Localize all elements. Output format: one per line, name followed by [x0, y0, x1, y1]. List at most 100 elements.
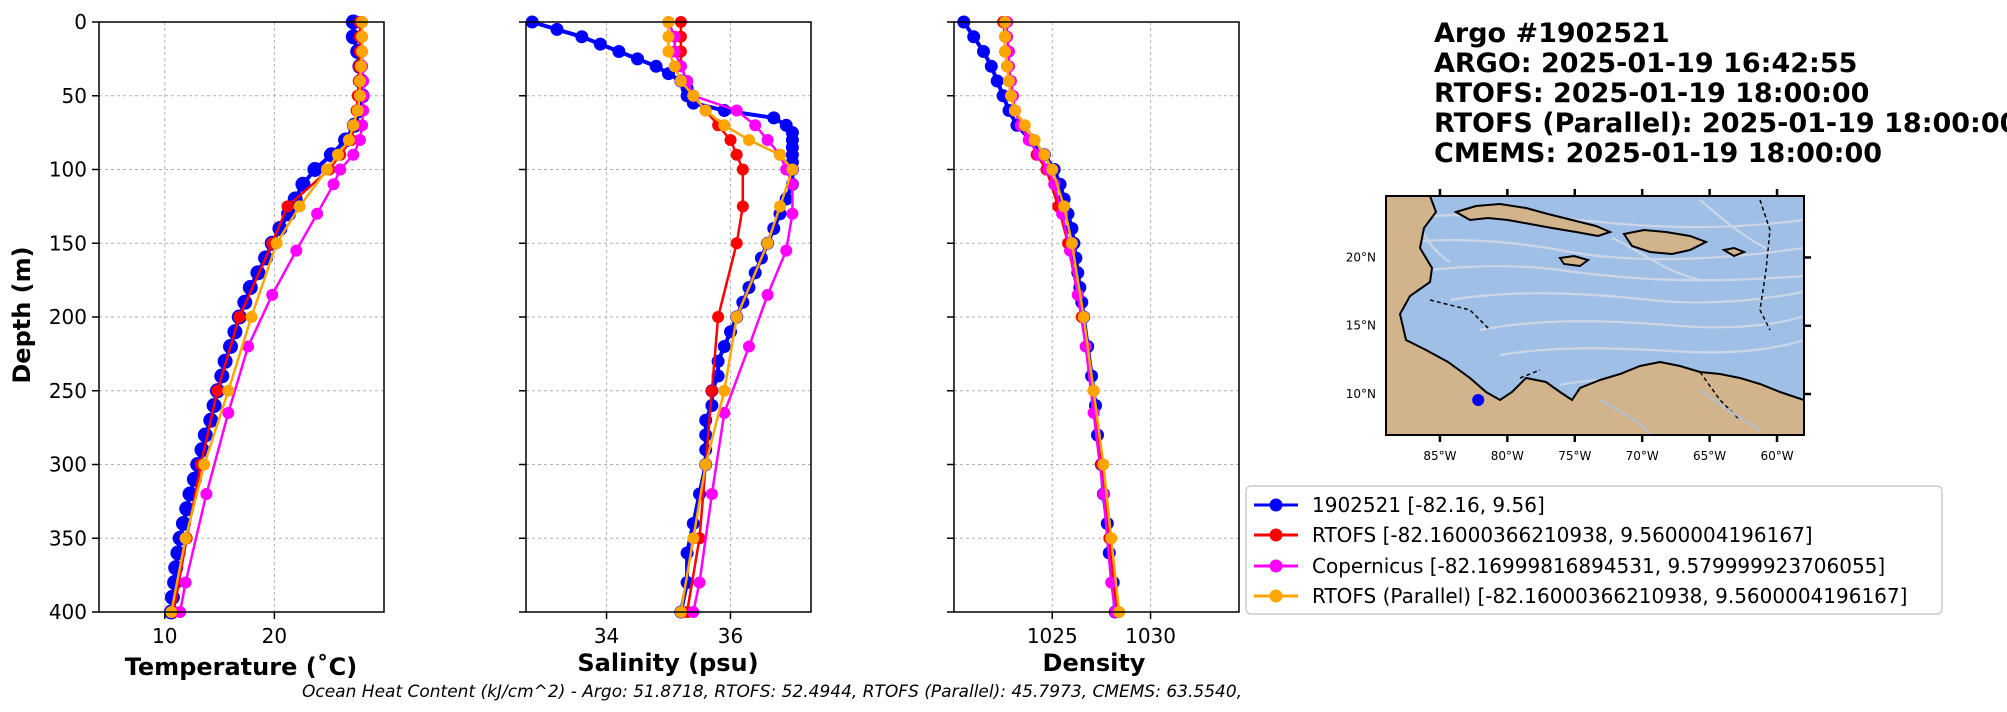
- density-point-rtofs_parallel: [1028, 134, 1041, 146]
- salinity-point-rtofs_parallel: [699, 104, 712, 117]
- salinity-point-rtofs_parallel: [718, 119, 731, 132]
- temperature-point-rtofs_parallel: [355, 60, 367, 73]
- depth-tick-label: 100: [49, 158, 87, 182]
- density-point-rtofs_parallel: [1065, 237, 1078, 250]
- salinity-point-rtofs_parallel: [687, 89, 700, 102]
- map-lon-tick-label: 70°W: [1626, 449, 1659, 463]
- salinity-point-copernicus: [693, 576, 706, 589]
- temperature-point-copernicus: [179, 576, 192, 589]
- temperature-axis-label: Temperature (˚C): [125, 653, 358, 681]
- density-point-rtofs_parallel: [999, 30, 1012, 43]
- map-lat-tick-label: 10°N: [1346, 387, 1376, 401]
- temperature-point-rtofs_parallel: [198, 458, 211, 471]
- temperature-point-rtofs_parallel: [245, 311, 258, 323]
- salinity-point-argo: [699, 428, 713, 442]
- title-line-rtofs-time: RTOFS: 2025-01-19 18:00:00: [1434, 78, 1869, 109]
- ocean-heat-content-footer: Ocean Heat Content (kJ/cm^2) - Argo: 51.…: [302, 682, 1242, 702]
- temperature-x-tick-label: 10: [152, 624, 177, 648]
- salinity-point-rtofs_parallel: [774, 200, 786, 213]
- temperature-point-copernicus: [334, 163, 347, 176]
- temperature-point-rtofs_parallel: [321, 163, 333, 176]
- depth-tick-label: 400: [49, 600, 87, 624]
- salinity-point-copernicus: [786, 207, 799, 220]
- density-point-rtofs_parallel: [1097, 458, 1110, 471]
- title-line-argo-time: ARGO: 2025-01-19 16:42:55: [1434, 48, 1857, 79]
- map-lon-tick-label: 85°W: [1423, 449, 1456, 463]
- salinity-x-tick-label: 36: [718, 624, 743, 648]
- density-point-rtofs_parallel: [1008, 104, 1021, 117]
- argo-float-location-marker: [1472, 394, 1485, 406]
- density-point-argo: [967, 30, 981, 44]
- salinity-point-rtofs: [730, 237, 743, 250]
- map-rivers: [1599, 389, 1761, 435]
- density-point-copernicus: [1079, 340, 1092, 353]
- depth-tick-label: 150: [49, 231, 87, 255]
- depth-tick-label: 300: [49, 453, 87, 477]
- temperature-point-rtofs: [233, 311, 246, 323]
- temperature-point-copernicus: [266, 288, 279, 301]
- legend-marker-rtofs-parallel: [1269, 589, 1283, 603]
- temperature-point-copernicus: [347, 148, 360, 161]
- density-point-rtofs_parallel: [1077, 311, 1090, 323]
- salinity-point-argo: [686, 517, 700, 530]
- temperature-point-copernicus: [327, 178, 340, 191]
- temperature-point-rtofs_parallel: [353, 89, 366, 102]
- salinity-point-copernicus: [780, 244, 793, 257]
- salinity-point-rtofs_parallel: [774, 148, 786, 161]
- temperature-point-rtofs_parallel: [222, 384, 235, 397]
- salinity-point-rtofs_parallel: [699, 458, 712, 471]
- temperature-point-copernicus: [353, 134, 366, 146]
- temperature-point-rtofs_parallel: [332, 148, 344, 161]
- map-lon-tick-label: 60°W: [1760, 449, 1793, 463]
- legend-label-rtofs-parallel: RTOFS (Parallel) [-82.16000366210938, 9.…: [1312, 584, 1907, 608]
- depth-tick-label: 50: [62, 84, 87, 108]
- temperature-point-copernicus: [356, 119, 369, 132]
- location-map: 85°W 80°W 75°W 70°W 65°W 60°W 20°N 15°N 10°N: [1346, 189, 1811, 463]
- legend-label-copernicus: Copernicus [-82.16999816894531, 9.579999…: [1312, 554, 1885, 578]
- map-lon-tick-label: 80°W: [1491, 449, 1524, 463]
- temperature-point-rtofs_parallel: [293, 200, 306, 213]
- density-point-rtofs_parallel: [1087, 384, 1100, 397]
- density-point-rtofs_parallel: [1018, 119, 1031, 132]
- map-lon-tick-label: 65°W: [1693, 449, 1726, 463]
- map-lat-tick-label: 15°N: [1346, 319, 1376, 333]
- salinity-point-argo: [575, 30, 589, 44]
- salinity-point-copernicus: [761, 288, 774, 301]
- salinity-point-rtofs: [736, 163, 749, 176]
- legend-label-argo: 1902521 [-82.16, 9.56]: [1312, 493, 1545, 517]
- density-point-rtofs_parallel: [999, 45, 1012, 58]
- legend-label-rtofs: RTOFS [-82.16000366210938, 9.56000041961…: [1312, 523, 1813, 547]
- map-borders: [1429, 199, 1771, 421]
- salinity-point-argo: [593, 37, 607, 51]
- salinity-point-rtofs_parallel: [743, 134, 755, 146]
- legend: 1902521 [-82.16, 9.56] RTOFS [-82.160003…: [1245, 485, 1943, 615]
- salinity-point-copernicus: [749, 119, 762, 132]
- temperature-point-copernicus: [222, 406, 235, 419]
- depth-tick-label: 350: [49, 526, 87, 550]
- salinity-point-copernicus: [705, 488, 718, 500]
- temperature-point-copernicus: [290, 244, 303, 257]
- density-axis-label: Density: [1043, 649, 1146, 677]
- salinity-panel: 34 36: [519, 15, 812, 648]
- title-line-argo-id: Argo #1902521: [1434, 18, 1670, 49]
- map-lon-tick-label: 75°W: [1558, 449, 1591, 463]
- temperature-point-copernicus: [200, 488, 213, 500]
- density-x-tick-label: 1025: [1027, 624, 1078, 648]
- density-point-argo: [990, 74, 1004, 88]
- salinity-point-rtofs: [724, 134, 737, 146]
- salinity-point-argo: [550, 22, 564, 36]
- salinity-point-rtofs_parallel: [786, 163, 799, 176]
- map-ticks: 85°W 80°W 75°W 70°W 65°W 60°W 20°N 15°N 10°N: [1346, 189, 1811, 463]
- temperature-x-tick-label: 20: [262, 624, 287, 648]
- salinity-point-rtofs: [705, 384, 718, 397]
- density-point-argo: [984, 59, 998, 73]
- salinity-point-argo: [717, 340, 731, 353]
- density-point-rtofs_parallel: [1046, 163, 1059, 176]
- salinity-axis-label: Salinity (psu): [577, 649, 758, 677]
- salinity-point-copernicus: [730, 104, 743, 117]
- density-panel: 1025 1030: [947, 15, 1240, 648]
- title-block: Argo #1902521 ARGO: 2025-01-19 16:42:55 …: [1434, 18, 2007, 169]
- salinity-point-argo: [767, 111, 781, 125]
- legend-frame: [1245, 485, 1943, 615]
